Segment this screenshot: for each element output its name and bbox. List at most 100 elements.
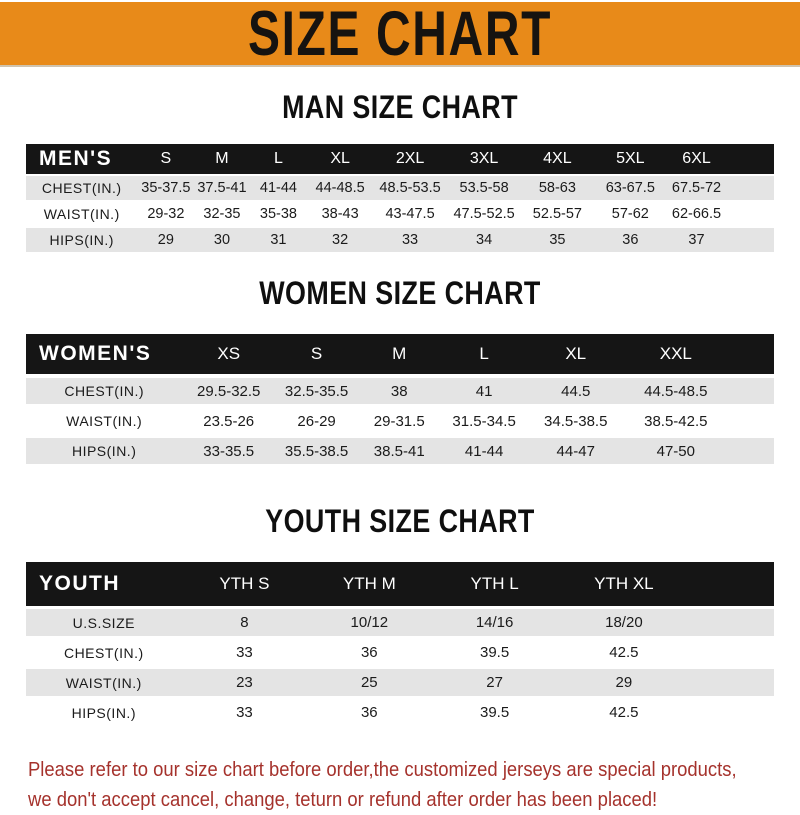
size-value: 29-31.5	[358, 408, 441, 434]
size-value: 35.5-38.5	[275, 438, 359, 464]
size-column-header: XXL	[623, 334, 774, 374]
size-value: 39.5	[431, 699, 558, 726]
size-column-header: M	[358, 334, 441, 374]
size-value: 36	[593, 228, 667, 252]
size-column-header: XS	[182, 334, 276, 374]
size-value: 44.5	[527, 378, 624, 404]
size-value: 33-35.5	[182, 438, 276, 464]
row-label: CHEST(IN.)	[26, 639, 182, 666]
size-value: 62-66.5	[666, 202, 774, 226]
size-chart-title: SIZE CHART	[248, 0, 552, 69]
size-column-header: 6XL	[666, 144, 774, 174]
size-value: 32.5-35.5	[275, 378, 359, 404]
size-column-header: 5XL	[593, 144, 667, 174]
measurement-row: WAIST(IN.) 29-32 32-35 35-38 38-43 43-47.5 47.…	[26, 202, 774, 226]
size-value: 44-47	[527, 438, 624, 464]
size-value: 47-50	[623, 438, 774, 464]
size-value: 38-43	[307, 202, 374, 226]
measurement-row: HIPS(IN.) 33-35.5 35.5-38.5 38.5-41 41-44 44-…	[26, 438, 774, 464]
row-label: HIPS(IN.)	[26, 438, 183, 464]
size-value: 36	[307, 699, 432, 726]
disclaimer-line-2: we don't accept cancel, change, teturn o…	[28, 788, 658, 811]
size-column-header: YTH M	[307, 562, 432, 606]
mens-size-table: MEN'S S M L XL 2XL 3XL 4XL 5XL 6XL CHEST(IN.) 35-37…	[26, 142, 774, 254]
size-value: 63-67.5	[593, 176, 667, 200]
size-value: 33	[181, 699, 308, 726]
size-value: 38	[358, 378, 441, 404]
size-value: 32	[307, 228, 374, 252]
size-value: 27	[431, 669, 558, 696]
size-value: 33	[181, 639, 308, 666]
size-value: 23	[181, 669, 308, 696]
row-label: CHEST(IN.)	[26, 378, 183, 404]
women-size-chart-section: WOMEN SIZE CHART WOMEN'S XS S M L XL XXL CHEST(…	[0, 277, 800, 468]
womens-size-table: WOMEN'S XS S M L XL XXL CHEST(IN.) 29.5-32.5 32.5…	[26, 330, 774, 468]
size-value: 44.5-48.5	[623, 378, 774, 404]
size-value: 35-38	[249, 202, 308, 226]
size-value: 32-35	[194, 202, 250, 226]
size-value: 34	[447, 228, 522, 252]
size-value: 38.5-41	[358, 438, 441, 464]
table-title-cell: YOUTH	[26, 562, 182, 606]
size-column-header: S	[275, 334, 359, 374]
size-value: 36	[307, 639, 432, 666]
size-value: 29	[557, 669, 774, 696]
size-value: 10/12	[307, 609, 432, 636]
man-size-chart-heading: MAN SIZE CHART	[282, 89, 518, 125]
size-value: 29.5-32.5	[182, 378, 276, 404]
size-value: 53.5-58	[447, 176, 522, 200]
size-value: 26-29	[275, 408, 359, 434]
youth-size-chart-section: YOUTH SIZE CHART YOUTH YTH S YTH M YTH L YTH…	[0, 505, 800, 729]
size-column-header: S	[137, 144, 195, 174]
size-value: 44-48.5	[307, 176, 374, 200]
size-column-header: XL	[527, 334, 624, 374]
measurement-row: U.S.SIZE 8 10/12 14/16 18/20	[26, 609, 774, 636]
row-label: U.S.SIZE	[26, 609, 182, 636]
row-label: HIPS(IN.)	[26, 699, 182, 726]
size-column-header: YTH XL	[557, 562, 774, 606]
size-value: 31.5-34.5	[440, 408, 528, 434]
table-title-cell: MEN'S	[26, 144, 138, 174]
size-value: 30	[194, 228, 250, 252]
measurement-row: WAIST(IN.) 23.5-26 26-29 29-31.5 31.5-34.5 34…	[26, 408, 774, 434]
table-header-row: YOUTH YTH S YTH M YTH L YTH XL	[26, 562, 774, 606]
size-value: 35-37.5	[137, 176, 195, 200]
measurement-row: CHEST(IN.) 29.5-32.5 32.5-35.5 38 41 44.5 44.5…	[26, 378, 774, 404]
size-value: 58-63	[521, 176, 594, 200]
size-value: 29	[137, 228, 195, 252]
row-label: WAIST(IN.)	[26, 202, 138, 226]
size-value: 57-62	[593, 202, 667, 226]
size-value: 42.5	[557, 699, 774, 726]
measurement-row: HIPS(IN.) 29 30 31 32 33 34 35 36 37	[26, 228, 774, 252]
women-size-chart-heading: WOMEN SIZE CHART	[259, 275, 541, 311]
size-value: 18/20	[557, 609, 774, 636]
size-value: 14/16	[431, 609, 558, 636]
size-value: 41-44	[440, 438, 528, 464]
row-label: WAIST(IN.)	[26, 669, 182, 696]
size-column-header: 2XL	[373, 144, 448, 174]
size-value: 37.5-41	[194, 176, 250, 200]
size-value: 67.5-72	[666, 176, 774, 200]
size-value: 41-44	[249, 176, 308, 200]
size-column-header: 3XL	[447, 144, 522, 174]
size-column-header: 4XL	[521, 144, 594, 174]
youth-size-chart-heading: YOUTH SIZE CHART	[265, 503, 535, 539]
size-column-header: XL	[307, 144, 374, 174]
size-chart-banner: SIZE CHART	[0, 0, 800, 67]
man-size-chart-section: MAN SIZE CHART MEN'S S M L XL 2XL 3XL 4XL 5XL 6XL…	[0, 91, 800, 254]
disclaimer-line-1: Please refer to our size chart before or…	[28, 758, 737, 781]
size-column-header: L	[440, 334, 528, 374]
measurement-row: CHEST(IN.) 35-37.5 37.5-41 41-44 44-48.5 48.5…	[26, 176, 774, 200]
size-value: 52.5-57	[521, 202, 594, 226]
size-value: 43-47.5	[373, 202, 448, 226]
size-column-header: YTH S	[181, 562, 308, 606]
table-header-row: MEN'S S M L XL 2XL 3XL 4XL 5XL 6XL	[26, 144, 774, 174]
size-value: 37	[666, 228, 774, 252]
size-value: 47.5-52.5	[447, 202, 522, 226]
table-title-cell: WOMEN'S	[26, 334, 183, 374]
size-column-header: L	[249, 144, 308, 174]
size-value: 34.5-38.5	[527, 408, 624, 434]
row-label: HIPS(IN.)	[26, 228, 138, 252]
size-value: 35	[521, 228, 594, 252]
size-value: 38.5-42.5	[623, 408, 774, 434]
